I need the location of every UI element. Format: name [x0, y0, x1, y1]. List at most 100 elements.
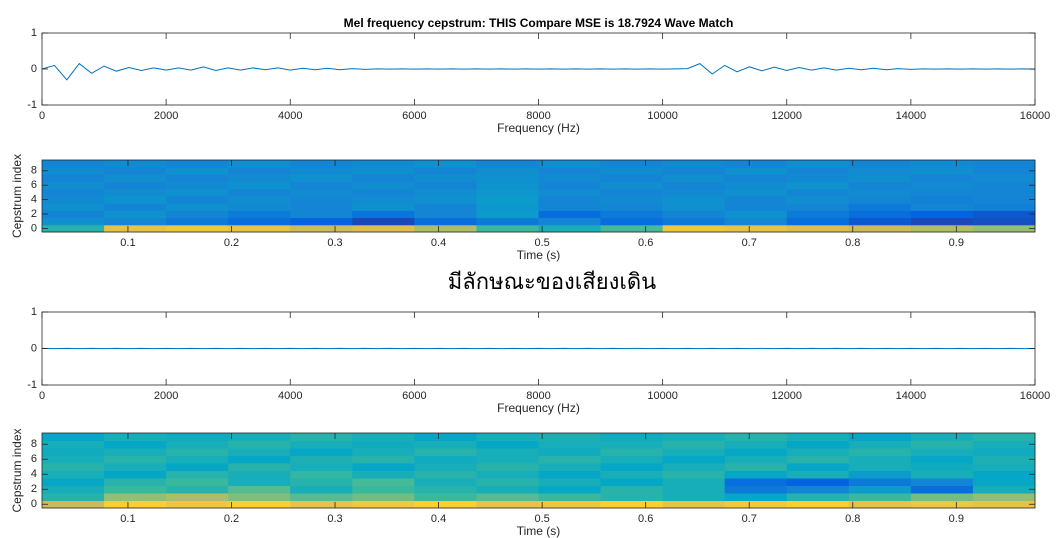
heat-cell [663, 448, 726, 456]
heat-cell [911, 203, 974, 211]
heat-cell [476, 225, 539, 233]
heat-cell [539, 174, 602, 182]
heat-cell [42, 182, 105, 190]
heat-cell [42, 433, 105, 441]
heat-cell [290, 203, 353, 211]
heat-cell [414, 471, 477, 479]
heat-cell [352, 433, 415, 441]
x-tick-label: 0.1 [120, 237, 135, 249]
heat-cell [228, 441, 291, 449]
heat-cell [290, 189, 353, 197]
heat-cell [290, 501, 353, 509]
heat-cell [911, 174, 974, 182]
x-tick-label: 4000 [278, 390, 302, 402]
heat-cell [42, 486, 105, 494]
heat-cell [228, 471, 291, 479]
heat-cell [476, 441, 539, 449]
x-tick-label: 0.3 [327, 513, 342, 525]
heat-cell [849, 225, 912, 233]
heat-cell [973, 210, 1036, 218]
chart-title: Mel frequency cepstrum: THIS Compare MSE… [344, 16, 734, 30]
heat-cell [539, 189, 602, 197]
heat-cell [601, 210, 664, 218]
heat-cell [973, 196, 1036, 204]
heat-cell [601, 448, 664, 456]
heat-cell [104, 478, 167, 486]
heat-cell [973, 486, 1036, 494]
heat-cell [725, 174, 788, 182]
heat-cell [414, 448, 477, 456]
x-tick-label: 0.3 [327, 237, 342, 249]
heat-cell [787, 433, 850, 441]
heat-cell [911, 210, 974, 218]
heat-cell [414, 167, 477, 175]
heat-cell [973, 218, 1036, 226]
heat-cell [787, 501, 850, 509]
heat-cell [42, 218, 105, 226]
x-tick-label: 0.9 [949, 513, 964, 525]
heat-cell [290, 182, 353, 190]
heat-cell [228, 174, 291, 182]
heat-cell [352, 448, 415, 456]
heat-cell [663, 167, 726, 175]
heat-cell [849, 456, 912, 464]
heat-cell [787, 456, 850, 464]
heat-cell [228, 196, 291, 204]
heat-cell [104, 501, 167, 509]
heat-cell [849, 433, 912, 441]
heat-cell [42, 196, 105, 204]
heat-cell [414, 441, 477, 449]
heat-cell [911, 182, 974, 190]
heat-cell [787, 478, 850, 486]
x-tick-label: 10000 [647, 390, 678, 402]
heat-cell [352, 493, 415, 501]
heat-cell [725, 182, 788, 190]
heat-cell [725, 218, 788, 226]
x-tick-label: 0.7 [742, 237, 757, 249]
x-tick-label: 0 [39, 110, 45, 122]
heat-cell [476, 463, 539, 471]
caption: มีลักษณะของเสียงเดิน [448, 269, 656, 294]
heat-cell [663, 456, 726, 464]
heat-cell [104, 203, 167, 211]
heat-cell [849, 160, 912, 168]
y-tick-label: 6 [31, 179, 37, 191]
heat-cell [414, 189, 477, 197]
y-tick-label: -1 [27, 379, 37, 391]
y-tick-label: 4 [31, 194, 37, 206]
heat-cell [973, 463, 1036, 471]
heat-cell [539, 441, 602, 449]
heat-cell [725, 196, 788, 204]
heat-cell [104, 160, 167, 168]
heat-cell [725, 493, 788, 501]
heat-cell [849, 478, 912, 486]
y-tick-label: -1 [27, 99, 37, 111]
heat-cell [104, 174, 167, 182]
heat-cell [166, 493, 229, 501]
heat-cell [725, 471, 788, 479]
heat-cell [911, 456, 974, 464]
heat-cell [725, 167, 788, 175]
heat-cell [476, 433, 539, 441]
heat-cell [911, 433, 974, 441]
heat-cell [787, 471, 850, 479]
heat-cell [352, 463, 415, 471]
heat-cell [663, 218, 726, 226]
heat-cell [228, 218, 291, 226]
heat-cell [601, 501, 664, 509]
x-tick-label: 0.8 [845, 513, 860, 525]
x-tick-label: 0.5 [534, 513, 549, 525]
heat-cell [539, 463, 602, 471]
heat-cell [787, 448, 850, 456]
heat-cell [290, 448, 353, 456]
x-axis-label: Frequency (Hz) [497, 121, 580, 135]
heat-cell [601, 174, 664, 182]
heat-cell [663, 486, 726, 494]
x-tick-label: 6000 [402, 110, 426, 122]
heat-cell [104, 189, 167, 197]
x-tick-label: 0.8 [845, 237, 860, 249]
y-tick-label: 8 [31, 165, 37, 177]
heat-cell [725, 210, 788, 218]
heat-cell [476, 182, 539, 190]
heat-cell [42, 167, 105, 175]
